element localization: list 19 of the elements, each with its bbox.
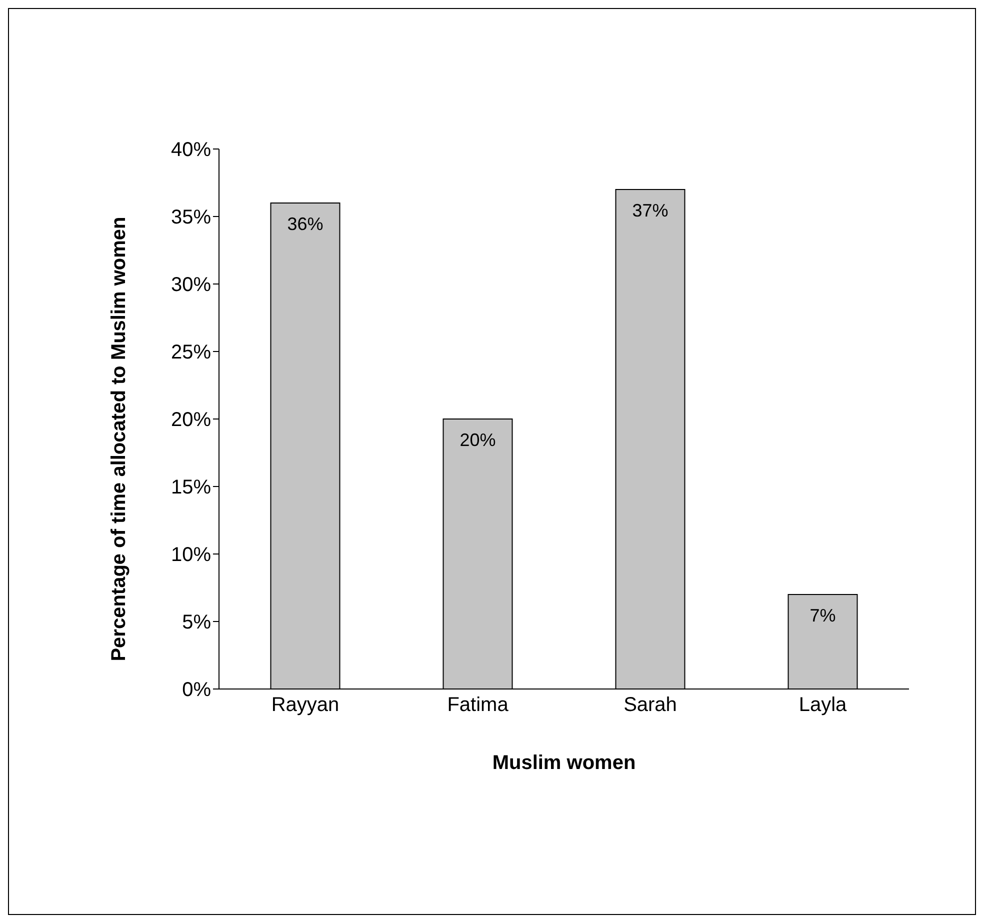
- data-label: 36%: [287, 214, 324, 234]
- y-tick-label: 10%: [170, 544, 212, 566]
- y-tick-label: 20%: [170, 409, 212, 432]
- data-label: 37%: [632, 200, 668, 220]
- x-tick-label: Rayyan: [271, 694, 340, 716]
- data-label: 20%: [460, 430, 496, 450]
- x-tick-label: Sarah: [624, 694, 677, 716]
- x-tick-label: Fatima: [447, 694, 510, 716]
- y-tick-label: 5%: [182, 612, 212, 634]
- y-tick-label: 25%: [170, 342, 212, 364]
- y-axis-title: Percentage of time allocated to Muslim women: [106, 216, 130, 664]
- y-tick-label: 40%: [170, 139, 212, 162]
- y-tick-label: 30%: [170, 274, 212, 296]
- y-tick-label: 35%: [170, 206, 212, 229]
- x-tick-label: Layla: [798, 694, 848, 716]
- x-axis-title: Muslim women: [492, 752, 636, 774]
- data-label: 7%: [810, 605, 836, 626]
- y-tick-label: 15%: [170, 476, 212, 499]
- y-tick-label: 0%: [182, 679, 212, 702]
